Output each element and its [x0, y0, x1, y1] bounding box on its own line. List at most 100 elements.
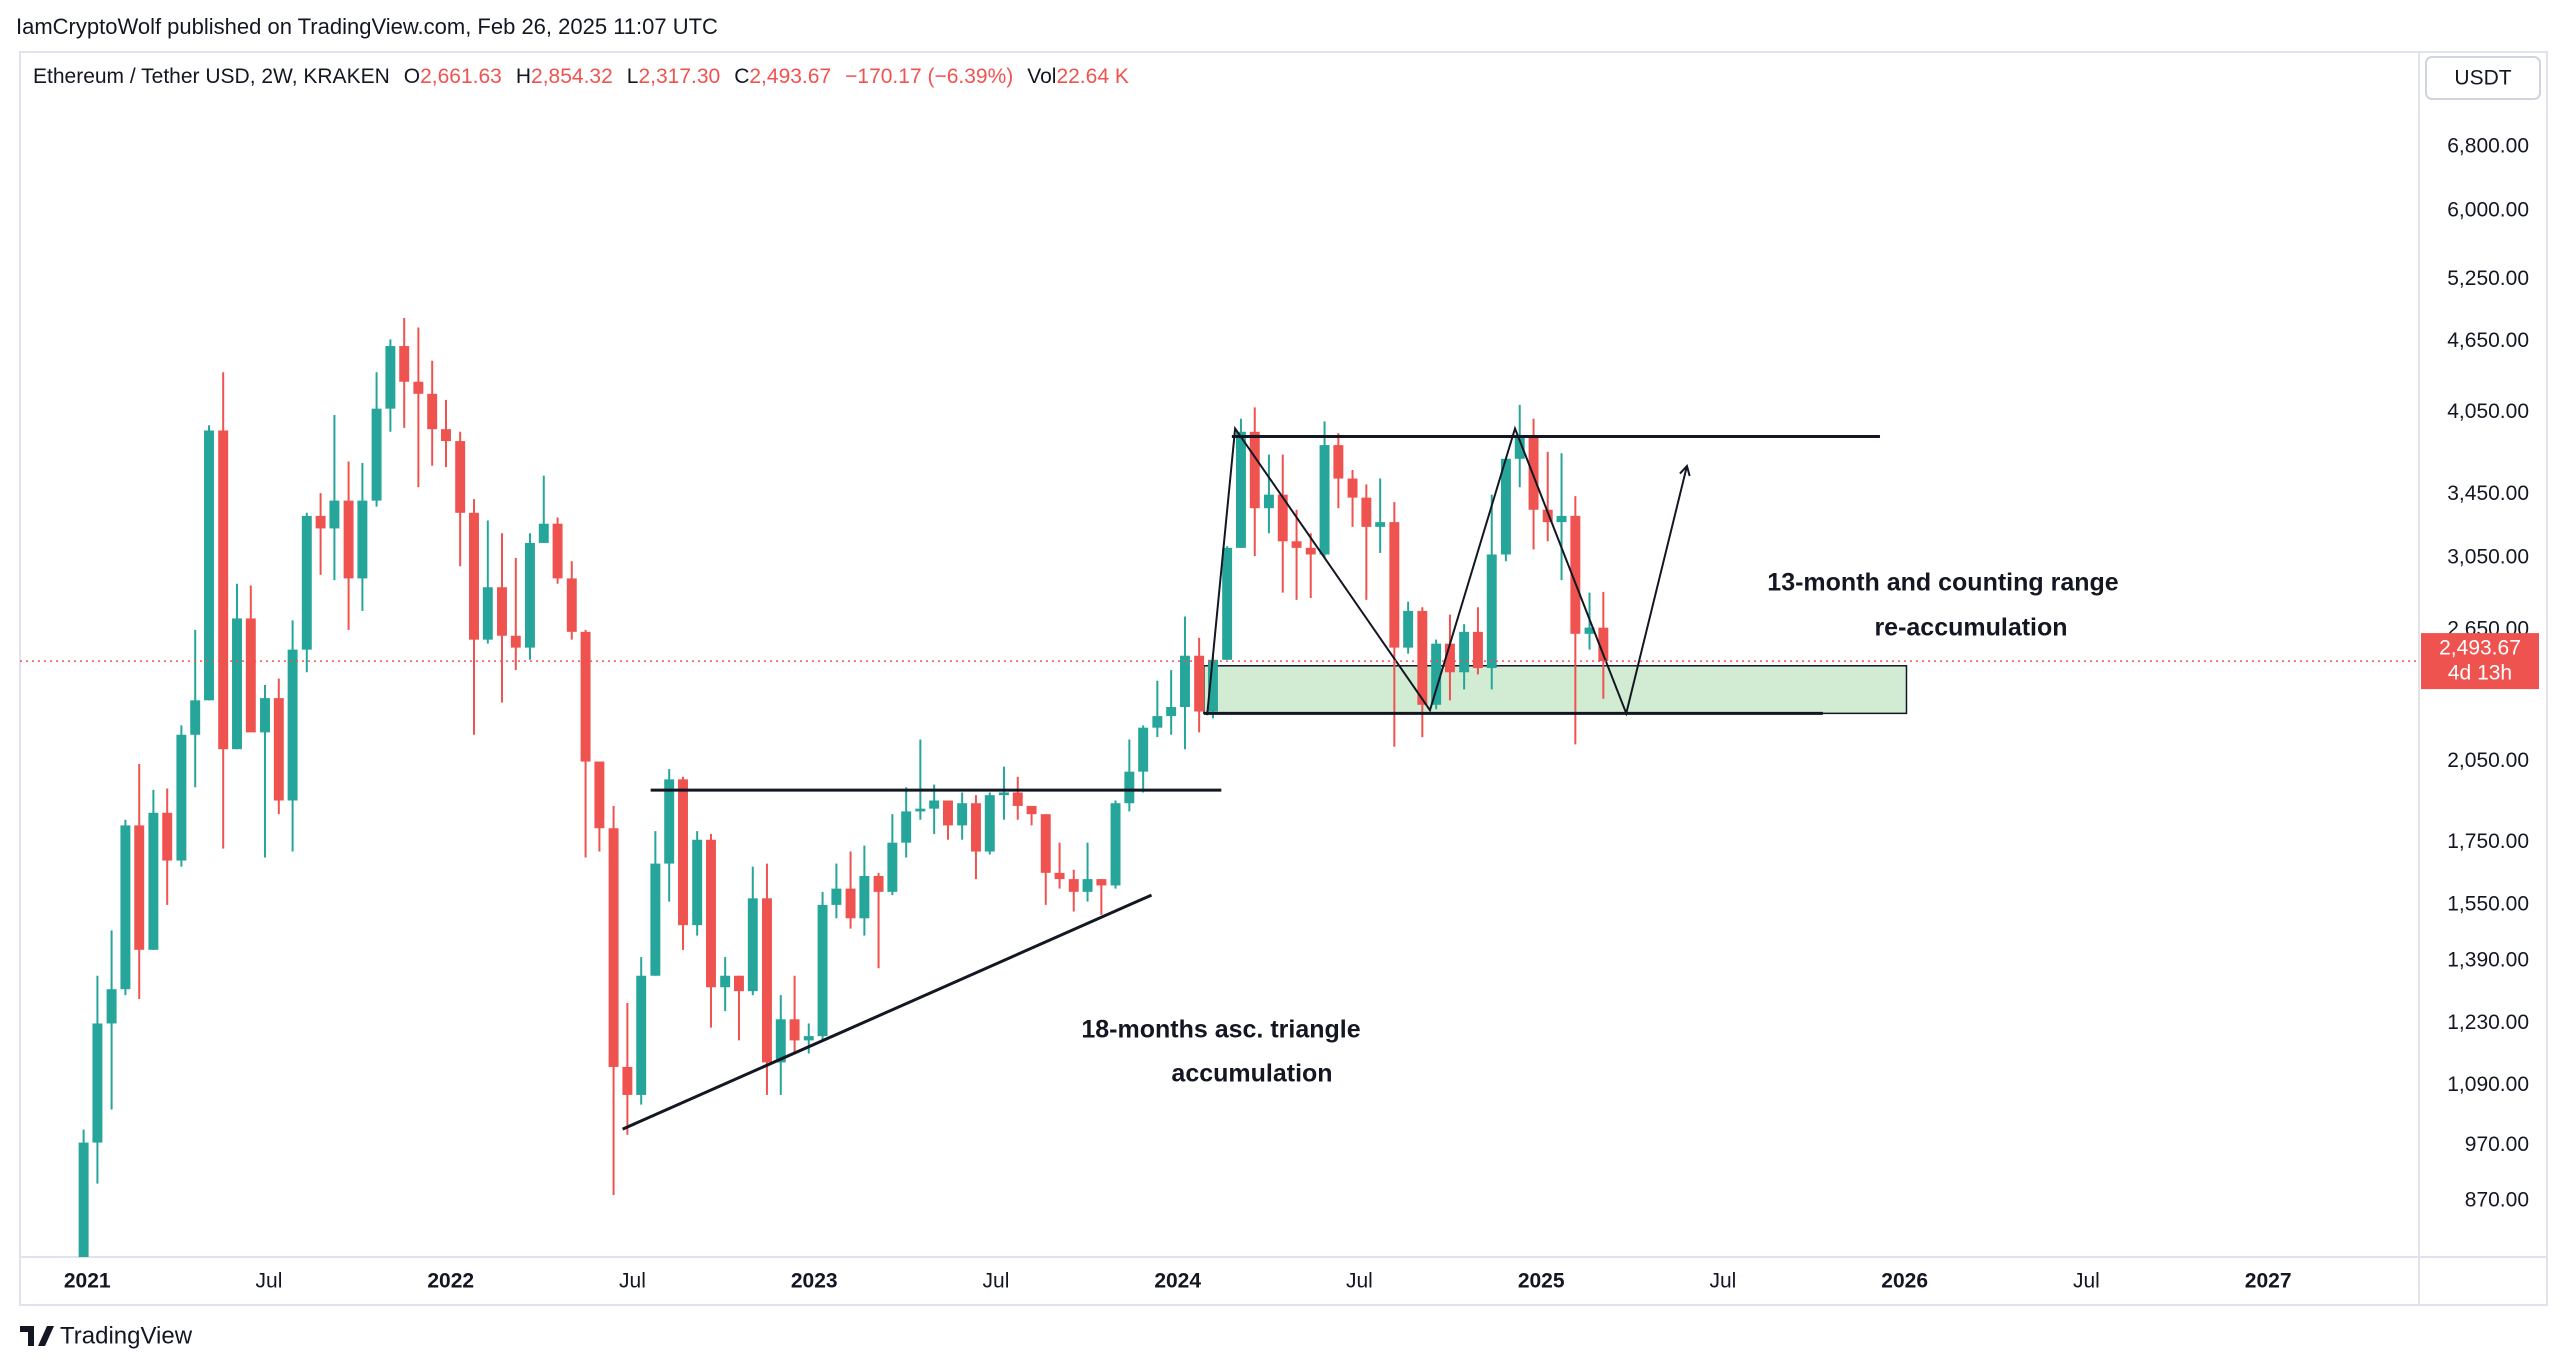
candle-body: [399, 346, 410, 382]
candle-body: [817, 904, 828, 1037]
candle-body: [664, 779, 675, 864]
y-tick-label: 6,800.00: [2447, 134, 2529, 157]
candle-body: [1291, 541, 1302, 548]
candle-body: [1556, 515, 1567, 523]
candle-body: [1124, 771, 1135, 804]
legend: Ethereum / Tether USD, 2W, KRAKEN O2,661.…: [33, 65, 1129, 88]
candle-body: [1082, 879, 1093, 892]
candle-body: [1403, 610, 1414, 648]
candle-body: [190, 700, 201, 735]
candle-body: [1584, 627, 1595, 634]
candle-body: [482, 587, 493, 640]
candle-body: [1110, 803, 1121, 886]
candle-body: [1179, 655, 1190, 708]
x-tick-label: Jul: [2073, 1270, 2100, 1293]
candle-body: [1570, 515, 1581, 634]
candle-body: [232, 618, 242, 750]
candle-body: [1319, 445, 1330, 555]
candle-body: [1012, 792, 1023, 806]
candle-body: [106, 989, 117, 1024]
candle-body: [1096, 879, 1107, 886]
y-tick-label: 6,000.00: [2447, 198, 2529, 221]
candle-body: [1305, 547, 1316, 555]
candle-body: [357, 500, 368, 579]
candle-body: [1528, 435, 1539, 510]
candle-body: [538, 523, 549, 543]
y-tick-label: 870.00: [2465, 1189, 2529, 1212]
candle-body: [245, 618, 256, 733]
candle-body: [957, 803, 968, 826]
candle-body: [1598, 627, 1609, 662]
candle-body: [1235, 431, 1246, 548]
candle-body: [1152, 716, 1163, 728]
annotation: 13-month and counting range: [1767, 569, 2118, 597]
candle-body: [455, 441, 466, 513]
legend-value: 2,317.30: [638, 65, 720, 88]
x-tick-label: 2027: [2245, 1270, 2292, 1293]
candle-body: [803, 1036, 814, 1041]
legend-change: −170.17 (−6.39%): [845, 65, 1013, 88]
candle-body: [1542, 509, 1553, 523]
candle-body: [1459, 631, 1470, 673]
legend-key: C: [734, 65, 749, 88]
candle-body: [873, 875, 884, 892]
candle-body: [789, 1019, 800, 1041]
plot-area: [78, 317, 1908, 1257]
candle-body: [1207, 659, 1218, 712]
candle-body: [1486, 554, 1497, 669]
y-tick-label: 4,650.00: [2447, 329, 2529, 352]
y-tick-label: 1,550.00: [2447, 892, 2529, 915]
candle-body: [524, 542, 535, 648]
candle-body: [915, 808, 926, 812]
candle-body: [734, 975, 744, 992]
currency-button[interactable]: [2425, 56, 2541, 100]
y-tick-label: 3,050.00: [2447, 545, 2529, 568]
candle-body: [469, 512, 479, 640]
candle-body: [218, 430, 229, 750]
x-tick-label: 2024: [1154, 1270, 1201, 1293]
y-tick-label: 5,250.00: [2447, 267, 2529, 290]
legend-key: Vol: [1027, 65, 1056, 88]
candle-body: [775, 1019, 786, 1063]
last-price-label: 2,493.67: [2439, 637, 2521, 660]
candle-body: [148, 812, 159, 950]
currency-label[interactable]: USDT: [2454, 67, 2511, 90]
legend-value: 2,661.63: [420, 65, 502, 88]
y-tick-label: 1,230.00: [2447, 1011, 2529, 1034]
candle-body: [1444, 643, 1455, 673]
x-tick-label: Jul: [256, 1270, 283, 1293]
candle-body: [1500, 458, 1511, 555]
candle-body: [371, 408, 382, 501]
candle-body: [761, 898, 772, 1063]
candle-body: [566, 578, 577, 632]
candle-body: [608, 828, 619, 1067]
candle-body: [636, 975, 647, 1095]
candle-body: [204, 430, 214, 701]
candle-body: [1417, 610, 1428, 705]
legend-value: 2,493.67: [749, 65, 831, 88]
x-tick-label: Jul: [983, 1270, 1010, 1293]
candle-body: [343, 500, 354, 579]
legend-key: O: [404, 65, 420, 88]
x-tick-label: Jul: [619, 1270, 646, 1293]
candle-body: [1138, 727, 1149, 772]
y-tick-label: 1,390.00: [2447, 948, 2529, 971]
range-zone: [1203, 665, 1908, 715]
annotation: re-accumulation: [1874, 614, 2067, 642]
candle-body: [1514, 435, 1525, 459]
candle-body: [1040, 814, 1051, 873]
publisher-line: IamCryptoWolf published on TradingView.c…: [16, 14, 718, 39]
candle-body: [845, 888, 856, 919]
legend-key: L: [627, 65, 639, 88]
x-tick-label: Jul: [1346, 1270, 1373, 1293]
x-tick-label: 2021: [64, 1270, 111, 1293]
candle-body: [1166, 707, 1177, 717]
y-tick-label: 3,450.00: [2447, 482, 2529, 505]
candle-body: [497, 587, 507, 636]
candle-body: [315, 515, 326, 529]
y-tick-label: 2,050.00: [2447, 749, 2529, 772]
y-tick-label: 4,050.00: [2447, 400, 2529, 423]
candle-body: [120, 825, 131, 990]
